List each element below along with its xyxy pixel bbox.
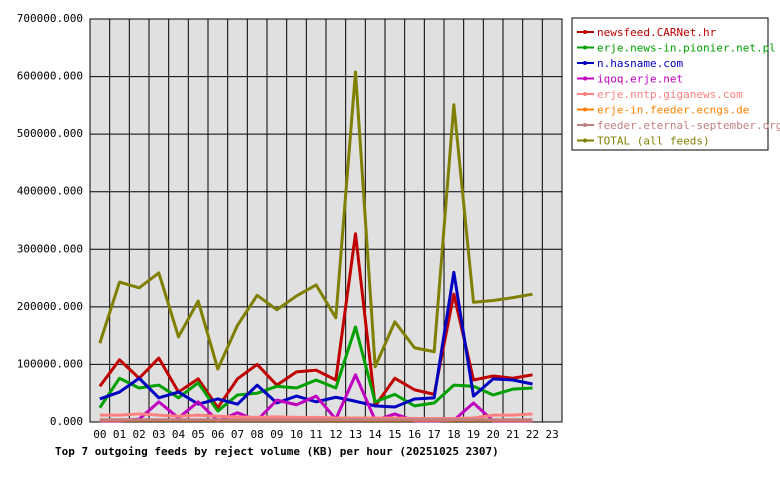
x-tick-label: 12 — [329, 428, 342, 441]
x-tick-label: 14 — [369, 428, 383, 441]
x-tick-label: 18 — [447, 428, 460, 441]
x-tick-label: 10 — [290, 428, 303, 441]
plot-border — [89, 18, 563, 423]
x-tick-label: 00 — [93, 428, 106, 441]
x-tick-label: 21 — [506, 428, 519, 441]
x-tick-label: 08 — [251, 428, 264, 441]
legend-label: feeder.eternal-september.org — [597, 119, 780, 132]
y-tick-label: 100000.000 — [17, 357, 83, 370]
y-tick-label: 0.000 — [50, 415, 83, 428]
x-tick-label: 01 — [113, 428, 126, 441]
legend-dot — [583, 61, 587, 65]
series-line — [98, 70, 533, 371]
y-tick-label: 400000.000 — [17, 185, 83, 198]
legend-label: erje-in.feeder.ecngs.de — [597, 104, 749, 117]
x-tick-label: 17 — [428, 428, 441, 441]
x-tick-label: 11 — [310, 428, 323, 441]
x-tick-label: 07 — [231, 428, 244, 441]
y-tick-label: 500000.000 — [17, 127, 83, 140]
legend-dot — [583, 138, 587, 143]
legend-dot — [583, 76, 587, 81]
x-tick-label: 13 — [349, 428, 362, 441]
legend-label: erje.news-in.pionier.net.pl — [597, 42, 776, 55]
legend-box — [571, 17, 769, 151]
legend-label: TOTAL (all feeds) — [597, 135, 710, 148]
x-tick-label: 03 — [152, 428, 165, 441]
legend-dot — [583, 30, 587, 34]
x-tick-label: 16 — [408, 428, 421, 441]
x-tick-label: 20 — [487, 428, 500, 441]
legend-label: erje.nntp.giganews.com — [597, 88, 743, 101]
x-tick-label: 23 — [546, 428, 559, 441]
legend-dot — [583, 45, 587, 50]
legend-label: newsfeed.CARNet.hr — [597, 26, 717, 39]
x-tick-label: 06 — [211, 428, 224, 441]
legend-label: iqoq.erje.net — [597, 73, 683, 86]
y-tick-label: 700000.000 — [17, 12, 83, 25]
y-tick-label: 600000.000 — [17, 70, 83, 83]
series-line — [99, 373, 533, 423]
legend-label: n.hasname.com — [597, 57, 683, 70]
x-tick-label: 22 — [526, 428, 539, 441]
series-line — [99, 270, 533, 409]
x-tick-label: 04 — [172, 428, 186, 441]
y-tick-label: 200000.000 — [17, 300, 83, 313]
x-tick-label: 19 — [467, 428, 480, 441]
legend-dot — [583, 92, 587, 96]
legend-dot — [583, 123, 587, 127]
chart-title: Top 7 outgoing feeds by reject volume (K… — [55, 445, 499, 458]
y-tick-label: 300000.000 — [17, 242, 83, 255]
x-tick-label: 09 — [270, 428, 283, 441]
x-tick-label: 15 — [388, 428, 401, 441]
legend-dot — [583, 107, 587, 112]
x-tick-label: 02 — [133, 428, 146, 441]
x-tick-label: 05 — [192, 428, 205, 441]
